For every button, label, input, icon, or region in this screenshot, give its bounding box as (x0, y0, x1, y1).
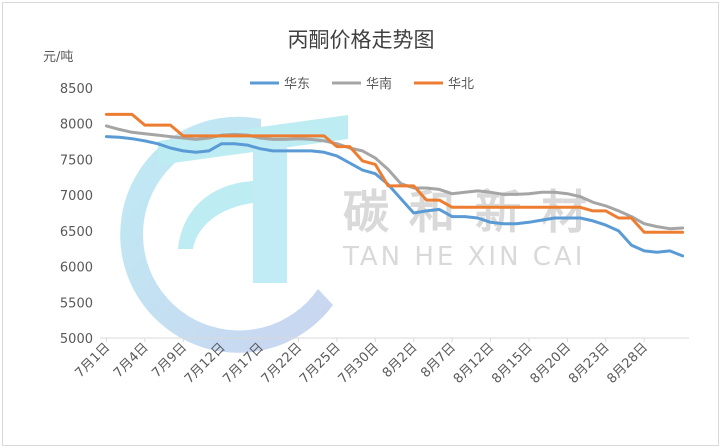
x-tick-label: 7月4日 (111, 340, 152, 381)
x-tick-label: 8月2日 (380, 340, 421, 381)
y-tick-label: 6000 (60, 261, 93, 276)
x-tick-label: 8月12日 (451, 340, 498, 387)
x-tick-label: 7月30日 (336, 340, 383, 387)
legend-label-east: 华东 (284, 77, 310, 92)
chart-title: 丙酮价格走势图 (288, 28, 435, 52)
y-tick-label: 5000 (60, 332, 93, 347)
plot-area (104, 112, 685, 258)
watermark-cn: 碳 和 新 材 (343, 185, 589, 239)
y-tick-label: 8500 (60, 82, 93, 97)
chart-svg: 碳 和 新 材 TAN HE XIN CAI 丙酮价格走势图 元/吨 华东 华南… (43, 28, 689, 387)
legend: 华东 华南 华北 (250, 76, 474, 92)
y-tick-label: 5500 (60, 296, 93, 311)
x-tick-label: 8月15日 (489, 340, 536, 387)
series-line-north (104, 112, 685, 234)
x-tick-label: 7月25日 (297, 340, 344, 387)
watermark-text: 碳 和 新 材 TAN HE XIN CAI (342, 185, 589, 272)
y-axis-unit: 元/吨 (43, 50, 73, 65)
x-tick-label: 8月28日 (604, 340, 651, 387)
y-tick-label: 6500 (60, 225, 93, 240)
x-tick-label: 8月20日 (528, 340, 575, 387)
watermark-en: TAN HE XIN CAI (342, 242, 585, 272)
y-tick-label: 7000 (60, 189, 93, 204)
y-tick-label: 8000 (60, 118, 93, 133)
legend-label-south: 华南 (366, 76, 392, 92)
y-tick-label: 7500 (60, 153, 93, 168)
legend-label-north: 华北 (448, 77, 474, 92)
series-line-south (104, 124, 685, 231)
series-line-east (104, 135, 685, 258)
x-tick-label: 8月23日 (566, 340, 613, 387)
